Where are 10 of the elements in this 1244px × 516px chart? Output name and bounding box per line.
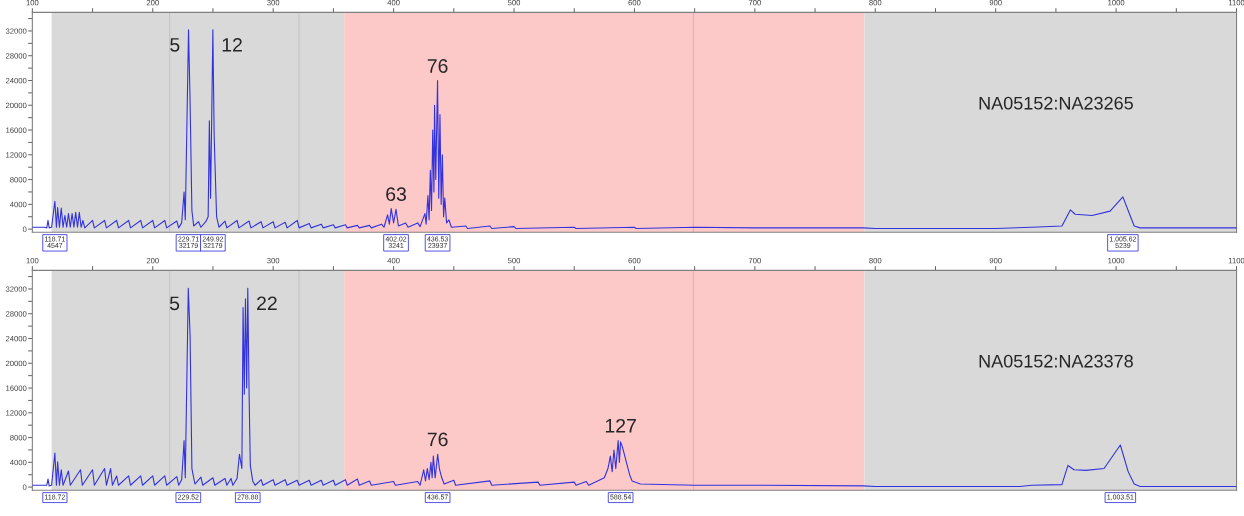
annotation: 76 xyxy=(427,59,448,73)
annotation: 12 xyxy=(222,37,242,52)
annotation: 127 xyxy=(605,418,636,433)
annotation: 5 xyxy=(170,38,180,52)
annotation: NA05152:NA23378 xyxy=(979,354,1133,368)
annotation: 63 xyxy=(386,187,406,202)
annotation: 22 xyxy=(257,296,277,311)
annotation: 5 xyxy=(169,296,180,311)
annotation: 76 xyxy=(427,432,448,447)
annotation: NA05152:NA23265 xyxy=(979,96,1133,110)
